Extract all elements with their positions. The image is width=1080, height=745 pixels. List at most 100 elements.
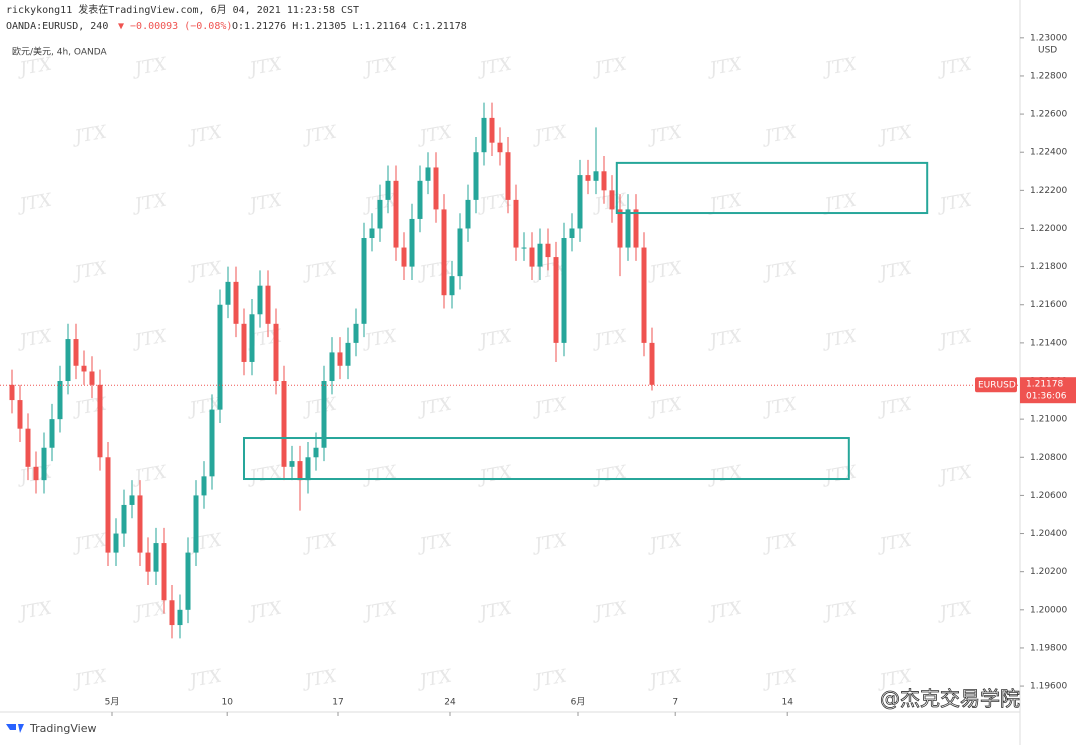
candle-body <box>137 495 143 553</box>
candle-body <box>161 543 167 601</box>
candle-body <box>601 171 607 191</box>
candle-body <box>9 384 15 401</box>
y-tick-label: 1.22800 <box>1030 71 1067 81</box>
candle-body <box>433 167 439 210</box>
candle-body <box>81 365 87 372</box>
ticker-tag <box>975 377 1017 393</box>
currency: USD <box>1038 46 1057 56</box>
y-tick-label: 1.20600 <box>1030 491 1067 501</box>
x-tick-label: 17 <box>332 698 343 708</box>
x-tick-label: 14 <box>781 698 793 708</box>
candle-body <box>113 533 119 553</box>
candle-body <box>217 304 223 410</box>
x-tick-label: 24 <box>444 698 456 708</box>
y-tick-label: 1.22400 <box>1030 148 1067 158</box>
y-tick-label: 1.20200 <box>1030 567 1067 577</box>
candle-body <box>521 247 527 249</box>
y-tick-label: 1.22600 <box>1030 110 1067 120</box>
candle-body <box>537 243 543 267</box>
candle-body <box>201 476 207 496</box>
x-tick-label: 5月 <box>105 697 120 708</box>
candle-body <box>361 238 367 324</box>
zone-box <box>243 437 850 481</box>
candle-body <box>569 228 575 239</box>
candle-body <box>305 457 311 481</box>
candle-body <box>129 495 135 505</box>
candle-body <box>145 552 151 572</box>
candle-body <box>41 447 47 481</box>
legend: 欧元/美元, 4h, OANDA <box>12 46 107 58</box>
candle-body <box>441 209 447 296</box>
candle-body <box>153 543 159 572</box>
candle-body <box>329 352 335 382</box>
candle-body <box>273 323 279 382</box>
header: rickykong11 发表在TradingView.com, 6月 04, 2… <box>6 3 359 16</box>
candle-body <box>17 400 23 429</box>
candle-body <box>369 228 375 239</box>
candle-body <box>553 257 559 343</box>
candle-body <box>193 495 199 553</box>
candle-body <box>417 180 423 219</box>
candle-body <box>577 175 583 229</box>
candle-body <box>185 552 191 610</box>
candle-body <box>449 276 455 296</box>
y-tick-label: 1.20400 <box>1030 529 1067 539</box>
y-tick-label: 1.20800 <box>1030 453 1067 463</box>
candle-body <box>473 152 479 200</box>
candle-body <box>209 409 215 477</box>
symbol-line: OANDA:EURUSD, 240 <box>6 21 108 32</box>
candle-body <box>481 117 487 153</box>
x-tick-label: 6月 <box>571 697 586 708</box>
candle-body <box>73 339 79 366</box>
brand-logo <box>6 724 24 733</box>
candle-body <box>609 190 615 210</box>
candle-body <box>97 384 103 458</box>
candle-body <box>497 142 503 153</box>
candle-body <box>593 171 599 181</box>
candle-body <box>177 609 183 626</box>
y-tick-label: 1.19600 <box>1030 682 1067 692</box>
candle-body <box>105 457 111 553</box>
ticker: EURUSD <box>978 381 1016 391</box>
y-tick-label: 1.21800 <box>1030 262 1067 272</box>
candle-body <box>321 381 327 448</box>
x-tick-label: 7 <box>672 698 678 708</box>
y-tick-label: 1.23000 <box>1030 33 1067 43</box>
candle-body <box>25 428 31 467</box>
candle-body <box>585 175 591 181</box>
countdown: 01:36:06 <box>1026 392 1067 402</box>
candle-body <box>385 180 391 200</box>
candle-body <box>345 342 351 366</box>
y-tick-label: 1.20000 <box>1030 605 1067 615</box>
brand: TradingView <box>29 722 96 735</box>
candle-body <box>641 247 647 343</box>
candle-body <box>225 281 231 305</box>
candle-body <box>169 600 175 626</box>
ohlc: O:1.21276 H:1.21305 L:1.21164 C:1.21178 <box>232 21 467 32</box>
candle-body <box>625 209 631 248</box>
candle-body <box>241 323 247 362</box>
candle-body <box>529 247 535 267</box>
candle-body <box>65 339 71 382</box>
candle-body <box>297 461 303 481</box>
candle-body <box>633 209 639 248</box>
candle-body <box>409 218 415 267</box>
candle-body <box>233 281 239 324</box>
candle-body <box>617 209 623 248</box>
candle-body <box>289 461 295 467</box>
candle-body <box>649 342 655 385</box>
candle-body <box>281 381 287 467</box>
price-tag <box>1020 377 1076 404</box>
y-tick-label: 1.21000 <box>1030 415 1067 425</box>
candle-body <box>401 247 407 267</box>
y-tick-label: 1.21400 <box>1030 338 1067 348</box>
candle-body <box>425 167 431 181</box>
change: ▼ −0.00093 (−0.08%) <box>118 21 232 32</box>
x-tick-label: 10 <box>221 698 233 708</box>
candle-body <box>89 371 95 385</box>
candle-body <box>249 314 255 362</box>
candle-body <box>561 238 567 343</box>
candle-body <box>377 199 383 229</box>
